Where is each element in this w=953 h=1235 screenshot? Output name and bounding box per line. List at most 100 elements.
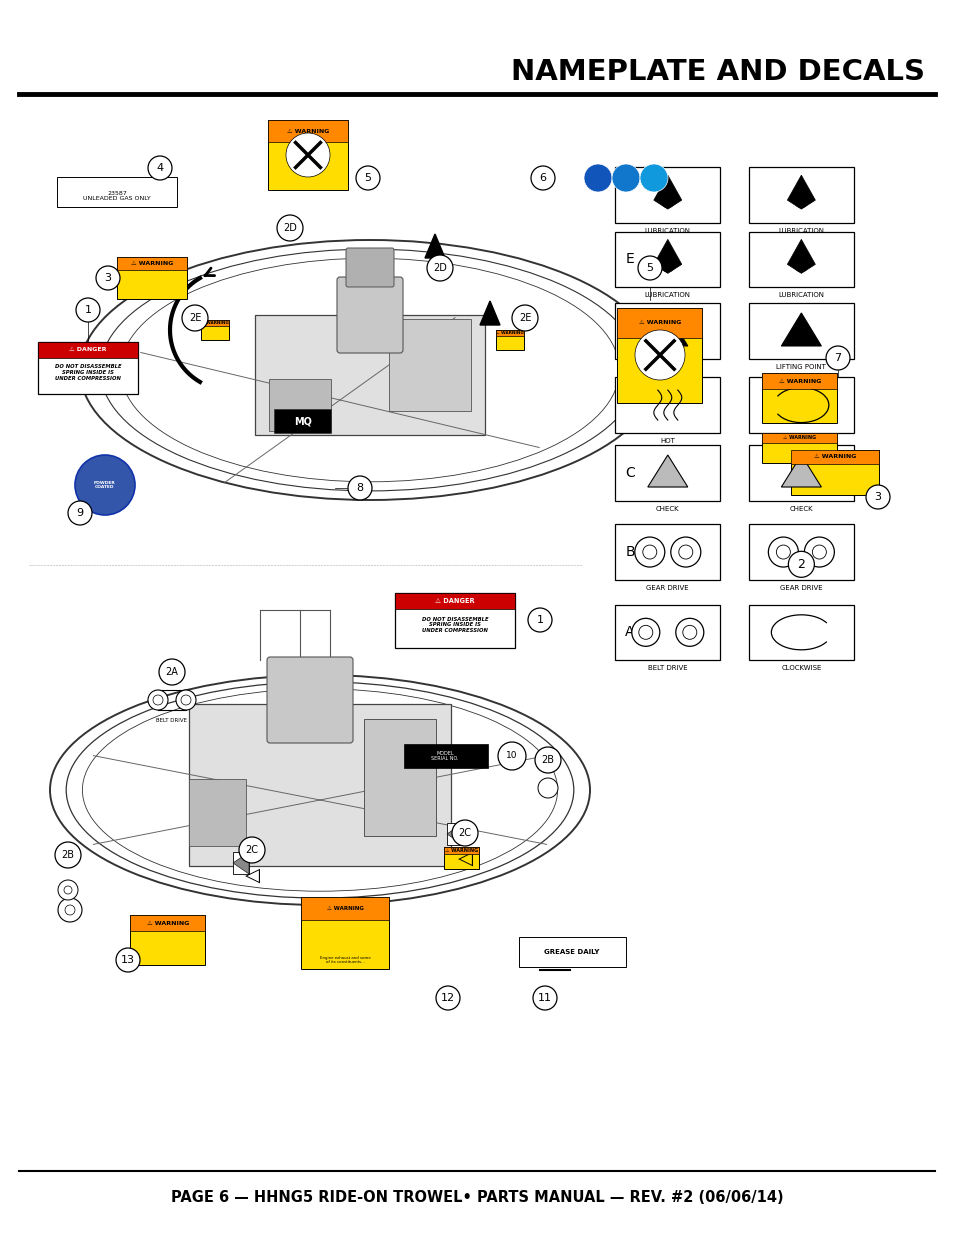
Circle shape bbox=[803, 537, 834, 567]
Text: GEAR DRIVE: GEAR DRIVE bbox=[780, 585, 821, 590]
Circle shape bbox=[152, 695, 163, 705]
FancyBboxPatch shape bbox=[761, 433, 837, 442]
Circle shape bbox=[159, 659, 185, 685]
Text: LUBRICATION: LUBRICATION bbox=[778, 228, 823, 233]
Text: MODEL
SERIAL NO.: MODEL SERIAL NO. bbox=[431, 751, 458, 762]
FancyBboxPatch shape bbox=[131, 915, 205, 965]
FancyBboxPatch shape bbox=[617, 308, 701, 338]
Circle shape bbox=[58, 881, 78, 900]
FancyBboxPatch shape bbox=[346, 248, 394, 287]
Text: C: C bbox=[624, 466, 634, 480]
Text: CLOCKWISE: CLOCKWISE bbox=[781, 666, 821, 671]
Text: DO NOT DISASSEMBLE
SPRING INSIDE IS
UNDER COMPRESSION: DO NOT DISASSEMBLE SPRING INSIDE IS UNDE… bbox=[421, 616, 488, 634]
FancyBboxPatch shape bbox=[617, 308, 701, 403]
Text: ⚠ WARNING: ⚠ WARNING bbox=[201, 321, 229, 325]
Polygon shape bbox=[786, 175, 815, 209]
Text: ⚠ WARNING: ⚠ WARNING bbox=[782, 435, 816, 441]
FancyBboxPatch shape bbox=[748, 605, 853, 661]
Text: 1: 1 bbox=[85, 305, 91, 315]
Circle shape bbox=[812, 545, 825, 559]
Text: E: E bbox=[625, 252, 634, 267]
Text: ⚠ WARNING: ⚠ WARNING bbox=[813, 454, 855, 459]
Text: 12: 12 bbox=[440, 993, 455, 1003]
Circle shape bbox=[535, 747, 560, 773]
Circle shape bbox=[865, 485, 889, 509]
Circle shape bbox=[116, 948, 140, 972]
FancyBboxPatch shape bbox=[189, 779, 246, 846]
Circle shape bbox=[65, 905, 75, 915]
Circle shape bbox=[148, 690, 168, 710]
FancyBboxPatch shape bbox=[748, 446, 853, 501]
Text: ⚠ WARNING: ⚠ WARNING bbox=[131, 262, 173, 267]
Circle shape bbox=[767, 537, 798, 567]
FancyBboxPatch shape bbox=[615, 232, 720, 288]
FancyBboxPatch shape bbox=[615, 446, 720, 501]
Circle shape bbox=[286, 133, 330, 177]
FancyBboxPatch shape bbox=[748, 378, 853, 433]
Polygon shape bbox=[647, 312, 687, 346]
Text: LIFTING POINT: LIFTING POINT bbox=[776, 364, 825, 369]
FancyBboxPatch shape bbox=[395, 593, 515, 647]
Text: 2B: 2B bbox=[541, 755, 554, 764]
Circle shape bbox=[68, 501, 91, 525]
FancyBboxPatch shape bbox=[615, 378, 720, 433]
FancyBboxPatch shape bbox=[518, 937, 625, 967]
Circle shape bbox=[148, 156, 172, 180]
Text: BELT DRIVE: BELT DRIVE bbox=[647, 666, 687, 671]
Circle shape bbox=[682, 625, 696, 640]
FancyBboxPatch shape bbox=[274, 409, 331, 433]
FancyBboxPatch shape bbox=[233, 852, 249, 874]
Circle shape bbox=[787, 551, 814, 577]
Circle shape bbox=[679, 545, 692, 559]
Polygon shape bbox=[653, 240, 681, 273]
Circle shape bbox=[355, 165, 379, 190]
Text: ⚠ WARNING: ⚠ WARNING bbox=[778, 378, 821, 384]
Text: COUNTER
CLOCKWISE: COUNTER CLOCKWISE bbox=[781, 438, 821, 451]
Circle shape bbox=[638, 256, 661, 280]
Text: ⚠ WARNING: ⚠ WARNING bbox=[287, 128, 329, 133]
Circle shape bbox=[55, 842, 81, 868]
FancyBboxPatch shape bbox=[761, 373, 837, 424]
Circle shape bbox=[58, 898, 82, 923]
Text: LIFTING POINT: LIFTING POINT bbox=[642, 364, 692, 369]
Circle shape bbox=[182, 305, 208, 331]
FancyBboxPatch shape bbox=[615, 304, 720, 358]
Text: 3: 3 bbox=[874, 492, 881, 501]
Circle shape bbox=[533, 986, 557, 1010]
Polygon shape bbox=[786, 240, 815, 273]
Text: 13: 13 bbox=[121, 955, 135, 965]
FancyBboxPatch shape bbox=[38, 342, 138, 394]
FancyBboxPatch shape bbox=[117, 257, 187, 270]
Circle shape bbox=[642, 545, 656, 559]
Circle shape bbox=[181, 695, 191, 705]
Polygon shape bbox=[653, 175, 681, 209]
FancyBboxPatch shape bbox=[117, 257, 187, 299]
Text: GREASE DAILY: GREASE DAILY bbox=[544, 948, 599, 955]
Text: 23587
UNLEADED GAS ONLY: 23587 UNLEADED GAS ONLY bbox=[83, 190, 151, 201]
Circle shape bbox=[512, 305, 537, 331]
Text: 2D: 2D bbox=[433, 263, 446, 273]
Circle shape bbox=[531, 165, 555, 190]
FancyBboxPatch shape bbox=[389, 319, 471, 411]
FancyBboxPatch shape bbox=[447, 823, 462, 845]
Text: 10: 10 bbox=[506, 752, 517, 761]
Circle shape bbox=[436, 986, 459, 1010]
Circle shape bbox=[825, 346, 849, 370]
FancyBboxPatch shape bbox=[748, 168, 853, 224]
FancyBboxPatch shape bbox=[336, 277, 402, 353]
FancyBboxPatch shape bbox=[748, 304, 853, 358]
Text: D: D bbox=[624, 324, 635, 338]
Polygon shape bbox=[254, 315, 484, 435]
Circle shape bbox=[583, 164, 612, 191]
FancyBboxPatch shape bbox=[790, 450, 878, 494]
FancyBboxPatch shape bbox=[615, 524, 720, 580]
FancyBboxPatch shape bbox=[38, 342, 138, 358]
Text: CHECK: CHECK bbox=[789, 506, 812, 511]
Text: ⚠ WARNING: ⚠ WARNING bbox=[496, 331, 523, 335]
Text: 2E: 2E bbox=[518, 312, 531, 324]
Circle shape bbox=[660, 194, 674, 209]
Text: 11: 11 bbox=[537, 993, 552, 1003]
Text: 2D: 2D bbox=[283, 224, 296, 233]
FancyBboxPatch shape bbox=[444, 847, 479, 855]
FancyBboxPatch shape bbox=[201, 320, 229, 326]
